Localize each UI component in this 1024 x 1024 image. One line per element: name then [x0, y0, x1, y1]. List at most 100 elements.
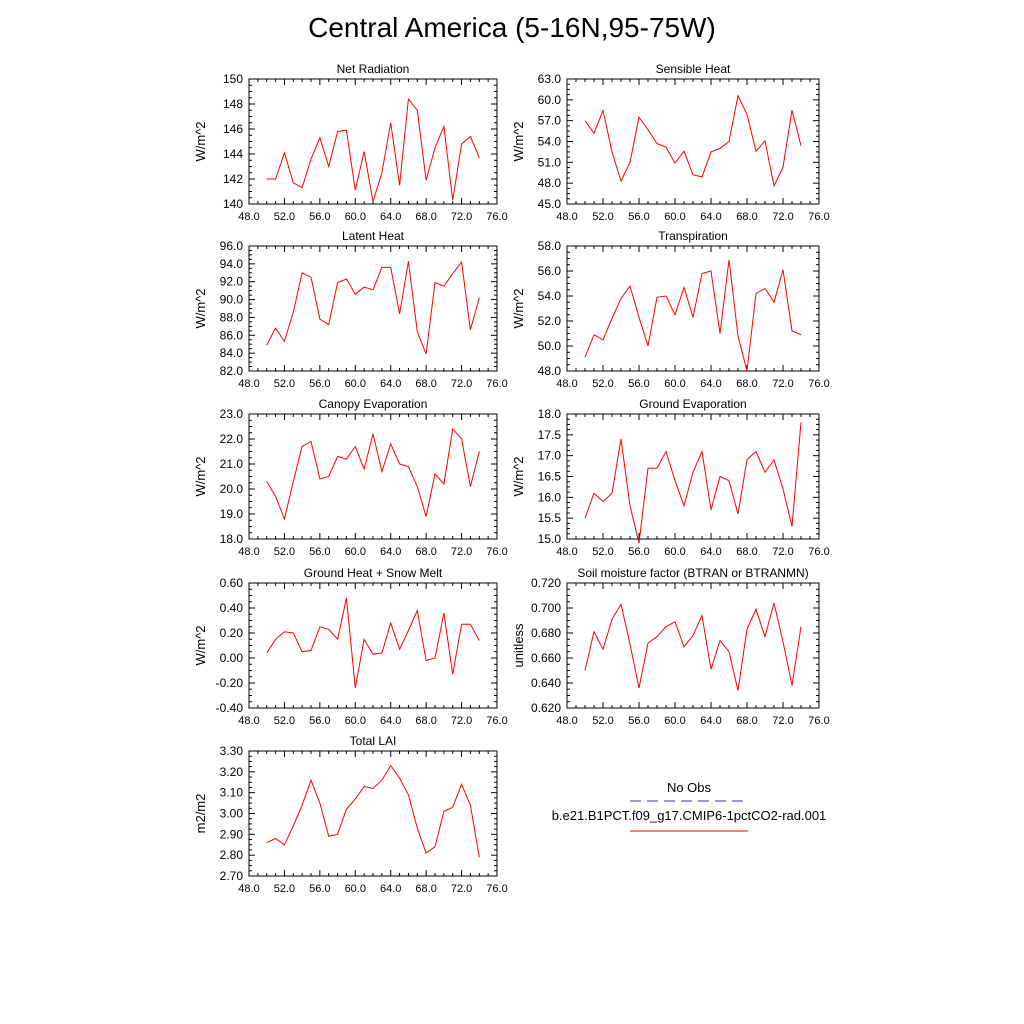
x-tick-label: 72.0: [772, 378, 793, 390]
x-tick-label: 48.0: [556, 211, 577, 223]
x-tick-label: 52.0: [592, 211, 613, 223]
x-tick-label: 68.0: [415, 883, 436, 895]
x-tick-label: 64.0: [380, 715, 401, 727]
x-tick-label: 72.0: [772, 715, 793, 727]
y-tick-label: 18.0: [538, 407, 562, 421]
x-tick-label: 60.0: [345, 883, 366, 895]
chart-title: Transpiration: [658, 229, 728, 243]
y-tick-label: 94.0: [220, 257, 244, 271]
y-tick-label: 0.680: [531, 626, 561, 640]
y-tick-label: 48.0: [538, 364, 562, 378]
y-tick-label: 21.0: [220, 457, 244, 471]
x-tick-label: 52.0: [274, 378, 295, 390]
legend: No Obs b.e21.B1PCT.f09_g17.CMIP6-1pctCO2-…: [552, 780, 827, 832]
y-tick-label: 2.80: [220, 848, 244, 862]
x-tick-label: 60.0: [345, 715, 366, 727]
y-axis-label: W/m^2: [193, 121, 208, 161]
y-tick-label: 82.0: [220, 364, 244, 378]
x-tick-label: 48.0: [556, 715, 577, 727]
y-tick-label: 18.0: [220, 532, 244, 546]
x-tick-label: 56.0: [628, 546, 649, 558]
x-tick-label: 56.0: [309, 883, 330, 895]
x-tick-label: 64.0: [380, 378, 401, 390]
y-tick-label: 50.0: [538, 339, 562, 353]
y-tick-label: 96.0: [220, 239, 244, 253]
chart-transpiration: Transpiration W/m^2 48.0 52.0 56.0 60.0 64.0 68…: [511, 229, 830, 390]
chart-title: Latent Heat: [342, 229, 405, 243]
x-tick-label: 60.0: [664, 378, 685, 390]
y-axis-label: W/m^2: [511, 121, 526, 161]
plot-frame: [248, 582, 498, 709]
series-line: [266, 597, 480, 689]
y-axis-label: unitless: [511, 623, 526, 668]
y-tick-label: 15.0: [538, 532, 562, 546]
x-tick-label: 60.0: [345, 546, 366, 558]
x-tick-label: 72.0: [772, 546, 793, 558]
y-tick-label: 0.20: [220, 626, 244, 640]
x-tick-label: 76.0: [808, 211, 829, 223]
y-tick-label: 144: [223, 147, 243, 161]
chart-title: Ground Heat + Snow Melt: [304, 566, 443, 580]
x-tick-label: 52.0: [592, 378, 613, 390]
x-tick-label: 72.0: [451, 211, 472, 223]
chart-title: Soil moisture factor (BTRAN or BTRANMN): [577, 566, 808, 580]
y-tick-label: 92.0: [220, 275, 244, 289]
x-tick-label: 48.0: [556, 378, 577, 390]
y-tick-label: 3.20: [220, 765, 244, 779]
y-tick-label: 0.40: [220, 601, 244, 615]
x-tick-label: 68.0: [736, 546, 757, 558]
x-tick-label: 48.0: [238, 378, 259, 390]
chart-title: Total LAI: [350, 734, 397, 748]
series-line: [584, 259, 802, 372]
y-tick-label: 0.640: [531, 676, 561, 690]
x-tick-label: 76.0: [486, 883, 507, 895]
x-tick-label: 64.0: [380, 883, 401, 895]
x-tick-label: 64.0: [380, 211, 401, 223]
y-tick-label: 45.0: [538, 197, 562, 211]
y-tick-label: 23.0: [220, 407, 244, 421]
y-tick-label: 57.0: [538, 114, 562, 128]
chart-ground-heat-snow-melt: Ground Heat + Snow Melt W/m^2 48.0 52.0 56.0…: [193, 566, 508, 727]
x-tick-label: 68.0: [736, 211, 757, 223]
y-tick-label: 3.30: [220, 744, 244, 758]
plot-frame: [566, 582, 820, 709]
series-line: [266, 97, 480, 202]
x-tick-label: 68.0: [415, 715, 436, 727]
x-tick-label: 68.0: [415, 546, 436, 558]
y-tick-label: 2.90: [220, 827, 244, 841]
y-tick-label: 15.5: [538, 511, 562, 525]
y-tick-label: 150: [223, 72, 243, 86]
chart-ground-evaporation: Ground Evaporation W/m^2 48.0 52.0 56.0 60.0 6…: [511, 397, 830, 558]
y-tick-label: 0.700: [531, 601, 561, 615]
legend-label: No Obs: [667, 780, 712, 795]
x-tick-label: 56.0: [628, 715, 649, 727]
plot-frame: [248, 413, 498, 540]
y-axis-label: W/m^2: [193, 288, 208, 328]
x-tick-label: 76.0: [808, 546, 829, 558]
x-tick-label: 68.0: [415, 211, 436, 223]
series-line: [584, 422, 802, 544]
y-tick-label: 19.0: [220, 507, 244, 521]
series-line: [266, 260, 480, 355]
chart-sensible-heat: Sensible Heat W/m^2 48.0 52.0 56.0 60.0 64.0 68…: [511, 62, 830, 223]
x-tick-label: 76.0: [808, 715, 829, 727]
x-tick-label: 52.0: [592, 715, 613, 727]
x-tick-label: 52.0: [274, 883, 295, 895]
y-tick-label: 0.660: [531, 651, 561, 665]
x-tick-label: 76.0: [808, 378, 829, 390]
series-line: [584, 602, 802, 691]
plot-frame: [248, 78, 498, 205]
legend-label: b.e21.B1PCT.f09_g17.CMIP6-1pctCO2-rad.00…: [552, 808, 827, 823]
chart-title: Canopy Evaporation: [319, 397, 428, 411]
x-tick-label: 52.0: [592, 546, 613, 558]
x-tick-label: 64.0: [700, 715, 721, 727]
chart-title: Sensible Heat: [656, 62, 731, 76]
y-tick-label: 0.620: [531, 701, 561, 715]
y-tick-label: 56.0: [538, 264, 562, 278]
y-tick-label: 20.0: [220, 482, 244, 496]
x-tick-label: 64.0: [700, 211, 721, 223]
x-tick-label: 56.0: [628, 211, 649, 223]
y-tick-label: 48.0: [538, 176, 562, 190]
x-tick-label: 48.0: [238, 715, 259, 727]
x-tick-label: 76.0: [486, 211, 507, 223]
